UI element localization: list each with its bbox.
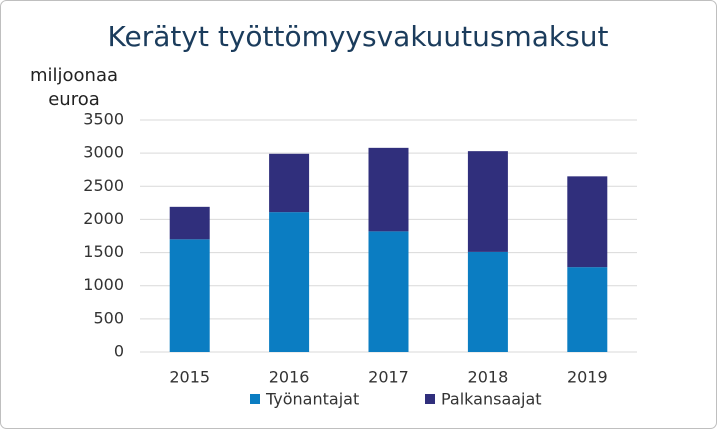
y-tick-label: 2000 xyxy=(83,209,124,228)
legend-swatch xyxy=(425,394,435,404)
y-tick-label: 2500 xyxy=(83,176,124,195)
bar-segment xyxy=(368,147,409,232)
bar-segment xyxy=(169,206,210,240)
y-tick-label: 3000 xyxy=(83,143,124,162)
chart-title: Kerätyt työttömyysvakuutusmaksut xyxy=(108,20,609,53)
legend-swatch xyxy=(250,394,260,404)
y-tick-label: 500 xyxy=(93,308,124,327)
x-tick-label: 2017 xyxy=(368,368,409,387)
x-tick-label: 2018 xyxy=(468,368,509,387)
y-axis-label: miljoonaa euroa xyxy=(29,65,119,110)
bar-segment xyxy=(567,267,608,352)
y-tick-label: 3500 xyxy=(83,110,124,129)
bar-segment xyxy=(269,153,310,213)
bar-segment xyxy=(269,212,310,352)
x-tick-label: 2015 xyxy=(169,368,210,387)
legend-label: Palkansaajat xyxy=(441,390,542,409)
legend-label: Työnantajat xyxy=(265,390,359,409)
y-tick-label: 0 xyxy=(114,342,124,361)
x-tick-label: 2019 xyxy=(567,368,608,387)
bar-segment xyxy=(169,239,210,352)
bar-segment xyxy=(368,231,409,352)
bar-segment xyxy=(567,176,608,268)
x-tick-label: 2016 xyxy=(269,368,310,387)
bar-segment xyxy=(467,151,508,252)
y-tick-label: 1500 xyxy=(83,242,124,261)
bar-segment xyxy=(467,251,508,352)
y-tick-label: 1000 xyxy=(83,275,124,294)
